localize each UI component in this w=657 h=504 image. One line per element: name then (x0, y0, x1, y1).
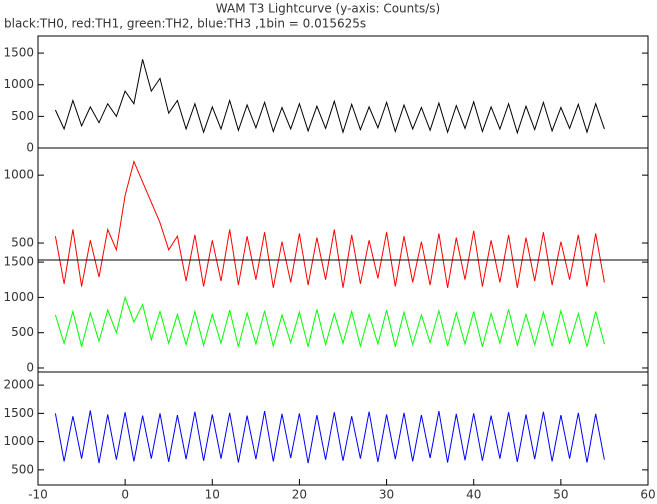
x-tick-label: 40 (466, 488, 481, 502)
series-line (54, 59, 605, 135)
y-tick-label: 1000 (3, 168, 34, 182)
x-tick-label: 60 (640, 488, 655, 502)
x-tick-label: 30 (379, 488, 394, 502)
y-tick-label: 1500 (3, 255, 34, 269)
y-tick-label: 500 (11, 325, 34, 339)
series-line (54, 160, 605, 288)
y-tick-label: 500 (11, 236, 34, 250)
y-tick-label: 1500 (3, 46, 34, 60)
x-tick-label: 0 (121, 488, 129, 502)
y-tick-label: 1000 (3, 290, 34, 304)
y-tick-label: 500 (11, 109, 34, 123)
panel-frame (37, 259, 649, 373)
series-line (54, 295, 605, 349)
y-tick-label: 1000 (3, 77, 34, 91)
y-tick-label: 1500 (3, 406, 34, 420)
panel-frame (37, 147, 649, 261)
chart-subtitle: black:TH0, red:TH1, green:TH2, blue:TH3 … (4, 17, 366, 31)
x-tick-label: 10 (205, 488, 220, 502)
x-tick-label: 20 (292, 488, 307, 502)
panel-frame (37, 371, 649, 486)
chart-title: WAM T3 Lightcurve (y-axis: Counts/s) (216, 2, 440, 16)
x-tick-label: 50 (553, 488, 568, 502)
y-tick-label: 0 (26, 360, 34, 374)
y-tick-label: 2000 (3, 378, 34, 392)
x-tick-label: -10 (28, 488, 48, 502)
y-tick-label: 500 (11, 462, 34, 476)
y-tick-label: 1000 (3, 434, 34, 448)
series-line (54, 410, 605, 464)
y-tick-label: 0 (26, 141, 34, 155)
